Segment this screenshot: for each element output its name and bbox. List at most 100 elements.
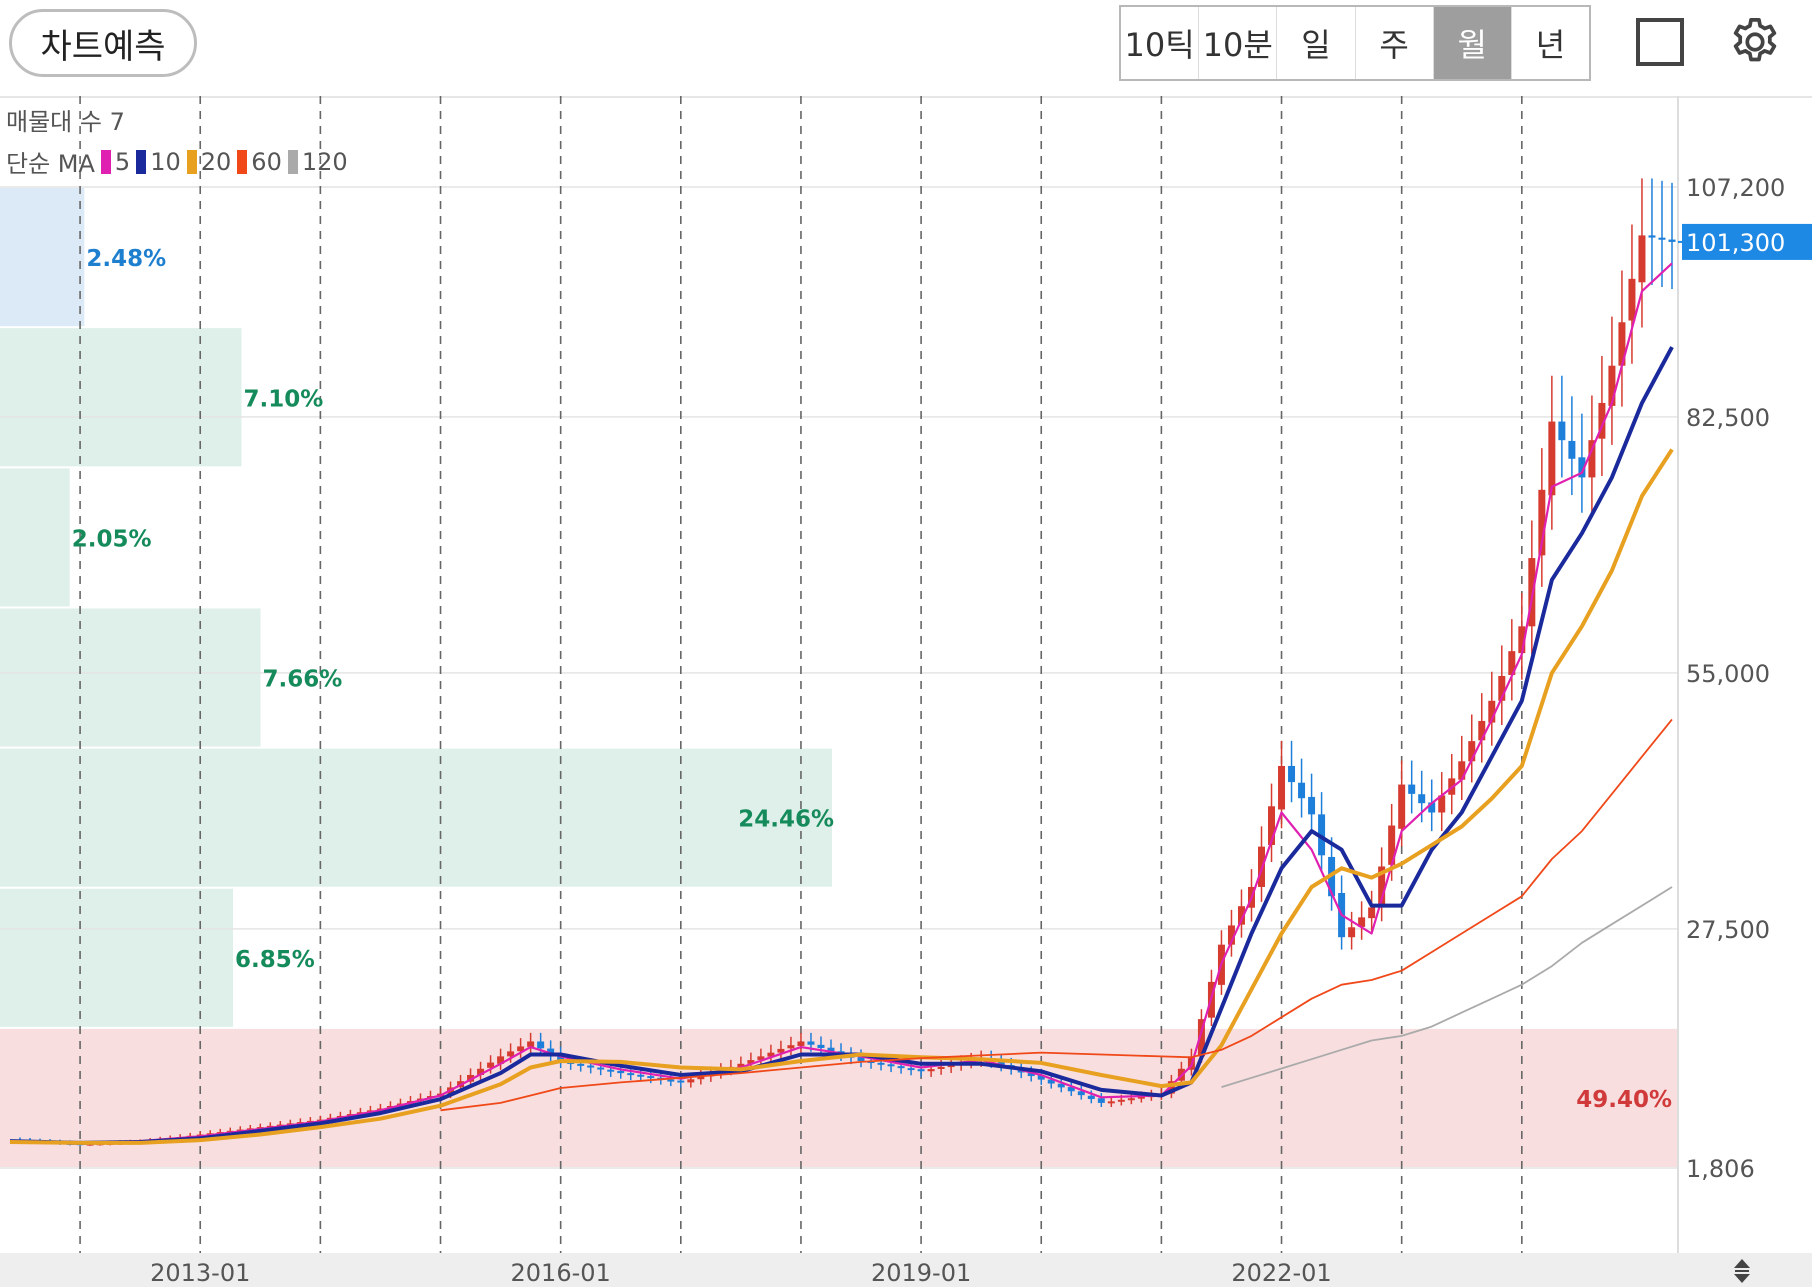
- period-tab-10min[interactable]: 10분: [1199, 7, 1278, 79]
- volume-profile-band: [0, 608, 261, 747]
- candle-body: [1298, 782, 1306, 799]
- candle-body: [807, 1041, 815, 1045]
- candle-body: [747, 1060, 755, 1064]
- ma20-label: 20: [200, 147, 232, 176]
- ma-legend-label: 단순 MA: [6, 150, 95, 178]
- candle-body: [597, 1067, 605, 1070]
- ma20-swatch: [186, 149, 197, 174]
- candle-body: [777, 1048, 785, 1053]
- chart-predict-button[interactable]: 차트예측: [9, 9, 197, 77]
- candle-body: [767, 1052, 775, 1057]
- candle-body: [587, 1065, 595, 1068]
- period-selector: 10틱 10분 일 주 월 년: [1119, 5, 1591, 81]
- volume-profile-band: [0, 888, 234, 1027]
- candle-body: [937, 1066, 945, 1069]
- candle-body: [1528, 558, 1536, 627]
- current-price-label: 101,300: [1686, 229, 1785, 257]
- candle-body: [1097, 1098, 1105, 1103]
- volume-profile-band: [0, 748, 832, 887]
- candle-body: [1588, 440, 1596, 478]
- candle-body: [1398, 784, 1406, 829]
- price-chart[interactable]: 2.48% 7.10% 2.05% 7.66% 24.46% 6.85% 49.40% 10…: [0, 96, 1812, 1287]
- volume-profile-band: [0, 188, 85, 327]
- candle-body: [477, 1068, 485, 1075]
- volume-profile-band: [0, 328, 242, 467]
- candle-body: [1308, 796, 1316, 815]
- candle-body: [1408, 784, 1416, 794]
- candle-body: [1658, 237, 1666, 240]
- ma5-swatch: [100, 149, 111, 174]
- y-tick-label: 1,806: [1686, 1155, 1755, 1183]
- ma120-label: 120: [301, 147, 348, 176]
- candle-body: [1488, 700, 1496, 723]
- candle-body: [1668, 239, 1676, 242]
- candle-body: [857, 1057, 865, 1062]
- candle-body: [1348, 927, 1356, 938]
- gear-icon[interactable]: [1727, 14, 1783, 70]
- candle-body: [577, 1063, 585, 1066]
- candle-body: [617, 1070, 625, 1074]
- top-toolbar: 차트예측 10틱 10분 일 주 월 년: [0, 0, 1812, 98]
- candle-body: [1508, 651, 1516, 675]
- x-axis-band: [0, 1253, 1812, 1287]
- fullscreen-square-icon[interactable]: [1636, 18, 1684, 66]
- volume-profile-percent: 6.85%: [235, 947, 315, 973]
- candle-body: [827, 1047, 835, 1052]
- candle-body: [1468, 741, 1476, 762]
- candle-body: [1478, 720, 1486, 741]
- x-tick-label: 2013-01: [150, 1259, 250, 1287]
- candle-body: [947, 1064, 955, 1068]
- candle-body: [757, 1056, 765, 1060]
- candle-body: [1568, 440, 1576, 459]
- candle-body: [1107, 1101, 1115, 1104]
- period-tab-week[interactable]: 주: [1356, 7, 1434, 79]
- candle-body: [1047, 1079, 1055, 1084]
- candle-body: [907, 1068, 915, 1071]
- candle-body: [797, 1041, 805, 1046]
- volume-profile-bands: [0, 188, 1678, 1167]
- candle-body: [1438, 795, 1446, 813]
- candle-body: [1428, 802, 1436, 813]
- candle-body: [467, 1074, 475, 1082]
- candle-body: [527, 1041, 535, 1047]
- scroll-updown-icon[interactable]: [1728, 1257, 1756, 1285]
- y-tick-label: 55,000: [1686, 660, 1770, 688]
- candle-body: [887, 1064, 895, 1067]
- candle-body: [1077, 1091, 1085, 1096]
- x-tick-label: 2016-01: [511, 1259, 611, 1287]
- candle-body: [1137, 1096, 1145, 1099]
- candle-body: [607, 1069, 615, 1072]
- candle-body: [647, 1076, 655, 1079]
- ma5-label: 5: [114, 147, 131, 176]
- candle-body: [547, 1048, 555, 1056]
- candle-body: [1648, 235, 1656, 238]
- current-price-tag: [1682, 223, 1812, 260]
- candle-body: [1127, 1098, 1135, 1101]
- candle-body: [1618, 322, 1626, 366]
- candle-body: [1578, 457, 1586, 478]
- candle-body: [1558, 421, 1566, 441]
- period-tab-month[interactable]: 월: [1433, 7, 1512, 79]
- candle-body: [637, 1074, 645, 1077]
- period-tab-year[interactable]: 년: [1535, 26, 1566, 64]
- candle-body: [897, 1066, 905, 1069]
- ma-line-ma60: [440, 718, 1673, 1112]
- candle-body: [487, 1062, 495, 1068]
- candle-body: [877, 1062, 885, 1065]
- x-tick-label: 2019-01: [871, 1259, 971, 1287]
- candle-body: [1027, 1073, 1035, 1077]
- volume-profile-percent: 49.40%: [1576, 1087, 1672, 1113]
- ma-line-ma20: [9, 448, 1674, 1145]
- period-tab-day[interactable]: 일: [1277, 7, 1356, 79]
- candle-body: [1538, 489, 1546, 556]
- volume-profile-percent: 2.05%: [72, 526, 152, 552]
- period-tab-10tick[interactable]: 10틱: [1121, 7, 1200, 79]
- candle-body: [1388, 825, 1396, 865]
- candle-body: [1167, 1081, 1175, 1094]
- ma-line-ma10: [9, 346, 1674, 1145]
- candle-body: [1368, 907, 1376, 919]
- candle-body: [537, 1041, 545, 1049]
- candle-body: [1548, 421, 1556, 496]
- candle-body: [667, 1079, 675, 1082]
- volume-profile-percent: 7.66%: [263, 667, 343, 693]
